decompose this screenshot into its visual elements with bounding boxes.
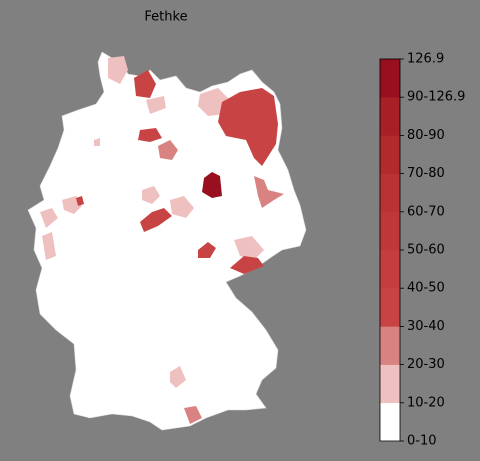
region — [40, 208, 58, 228]
region — [108, 56, 128, 84]
region — [218, 88, 278, 166]
colorbar-segment — [380, 364, 400, 404]
colorbar-label: 30-40 — [407, 319, 445, 334]
region — [138, 128, 162, 142]
region — [158, 140, 178, 160]
region — [170, 366, 186, 388]
colorbar-label: 0-10 — [407, 434, 437, 449]
colorbar-segment — [380, 211, 400, 251]
colorbar-segment — [380, 135, 400, 174]
colorbar-label: 50-60 — [407, 243, 445, 258]
region — [198, 242, 216, 258]
region — [254, 176, 284, 208]
region — [140, 208, 172, 232]
colorbar-segment — [380, 59, 400, 98]
region — [202, 172, 222, 198]
region — [42, 232, 56, 260]
colorbar-label: 20-30 — [407, 357, 445, 372]
region — [234, 236, 264, 260]
region — [142, 186, 160, 204]
region — [184, 406, 202, 424]
colorbar: 0-10 10-20 20-30 30-40 40-50 50-60 60-70 70-80 8… — [379, 52, 465, 449]
region — [94, 138, 100, 146]
colorbar-label: 60-70 — [407, 204, 445, 219]
colorbar-label: 90-126.9 — [407, 90, 465, 105]
colorbar-segment — [380, 402, 400, 442]
region — [134, 70, 156, 98]
region — [76, 196, 84, 206]
region — [146, 96, 166, 114]
map-title: Fethke — [144, 10, 187, 25]
colorbar-segment — [380, 250, 400, 289]
colorbar-label: 40-50 — [407, 281, 445, 296]
colorbar-segment — [380, 326, 400, 365]
colorbar-label: 10-20 — [407, 395, 445, 410]
country-outline — [27, 51, 307, 431]
colorbar-segment — [380, 173, 400, 213]
colorbar-segment — [380, 288, 400, 327]
colorbar-label: 126.9 — [407, 52, 444, 67]
colorbar-segment — [380, 97, 400, 136]
colorbar-label: 70-80 — [407, 166, 445, 181]
germany-map — [27, 51, 307, 431]
region — [230, 256, 264, 274]
region — [170, 196, 194, 218]
colorbar-label: 80-90 — [407, 128, 445, 143]
